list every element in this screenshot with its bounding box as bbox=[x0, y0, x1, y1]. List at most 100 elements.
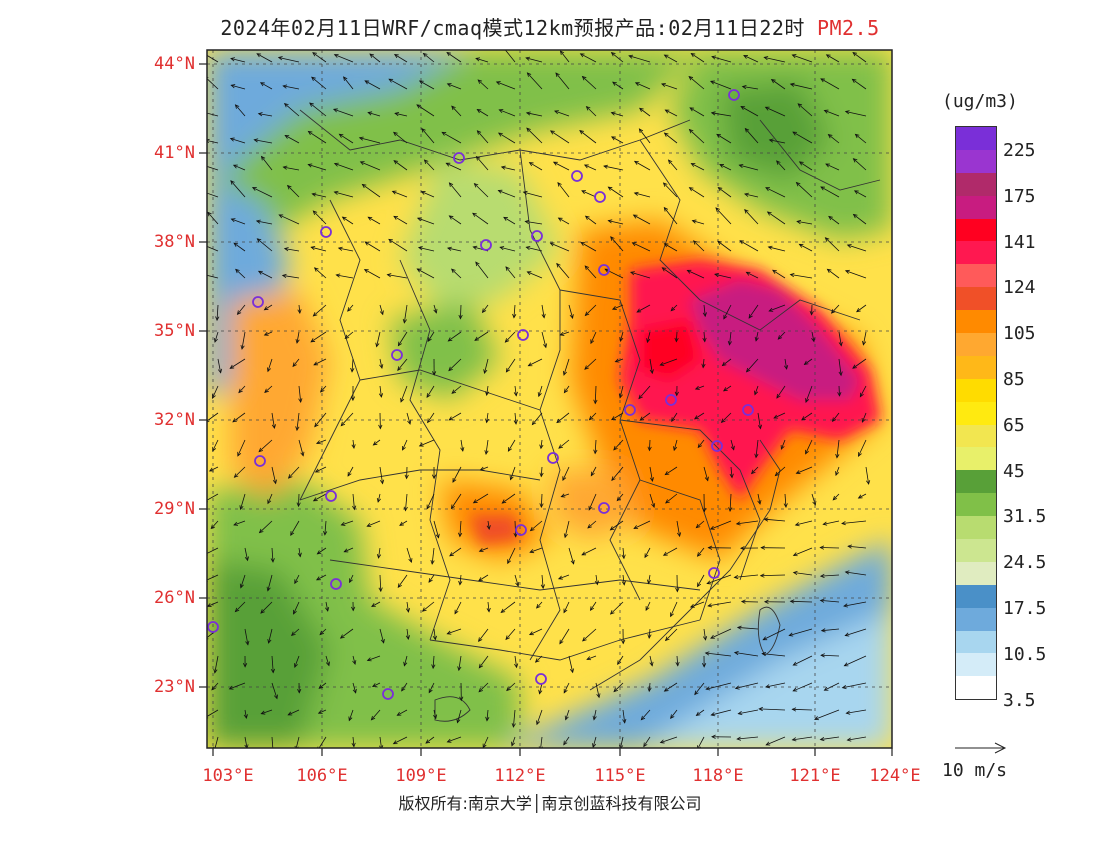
wind-arrow bbox=[610, 520, 624, 531]
wind-arrow bbox=[765, 682, 786, 688]
wind-arrow bbox=[590, 601, 597, 611]
wind-arrow bbox=[449, 215, 462, 225]
wind-arrow-head bbox=[526, 127, 531, 133]
wind-arrow-head bbox=[845, 710, 851, 715]
wind-arrow bbox=[475, 261, 489, 279]
wind-arrow-head bbox=[538, 689, 543, 695]
wind-arrow bbox=[417, 217, 435, 225]
wind-arrow-head bbox=[706, 580, 712, 585]
wind-arrow-head bbox=[313, 361, 319, 366]
wind-arrow bbox=[214, 655, 219, 673]
wind-arrow bbox=[500, 601, 516, 613]
wind-arrow bbox=[486, 385, 489, 396]
wind-arrow-head bbox=[500, 608, 506, 613]
wind-arrow bbox=[594, 439, 597, 454]
wind-arrow bbox=[513, 304, 516, 318]
wind-arrow-head bbox=[270, 558, 275, 563]
wind-arrow bbox=[636, 304, 651, 313]
wind-arrow bbox=[590, 331, 597, 344]
wind-arrow-head bbox=[340, 521, 346, 526]
wind-arrow bbox=[210, 520, 219, 529]
wind-arrow-head bbox=[513, 420, 518, 425]
colorbar-swatch bbox=[956, 378, 996, 402]
wind-arrow-head bbox=[835, 453, 840, 459]
wind-arrow-head bbox=[563, 388, 569, 394]
lon-label: 124°E bbox=[869, 766, 921, 786]
wind-arrow bbox=[632, 242, 651, 252]
wind-arrow bbox=[237, 439, 246, 457]
wind-arrow bbox=[334, 163, 354, 171]
wind-arrow-head bbox=[846, 737, 852, 742]
wind-arrow bbox=[852, 78, 867, 90]
wind-arrow bbox=[478, 655, 489, 668]
wind-arrow-head bbox=[754, 390, 759, 396]
colorbar-label: 17.5 bbox=[1003, 598, 1047, 619]
wind-arrow bbox=[776, 160, 786, 171]
wind-arrow-head bbox=[759, 573, 765, 578]
wind-arrow-head bbox=[430, 560, 435, 565]
wind-arrow-head bbox=[702, 635, 708, 641]
wind-arrow bbox=[230, 180, 246, 198]
city-marker bbox=[728, 89, 740, 101]
wind-arrow bbox=[622, 547, 625, 559]
colorbar-label: 175 bbox=[1003, 185, 1036, 207]
wind-arrow bbox=[454, 601, 462, 614]
wind-arrow bbox=[730, 466, 733, 478]
wind-arrow bbox=[472, 212, 489, 225]
wind-arrow bbox=[697, 736, 705, 748]
wind-arrow-head bbox=[361, 183, 367, 189]
wind-arrow-head bbox=[801, 416, 806, 421]
wind-arrow-head bbox=[691, 219, 697, 224]
wind-arrow-head bbox=[277, 56, 283, 61]
wind-arrow-head bbox=[266, 367, 271, 373]
wind-arrow bbox=[501, 166, 516, 171]
wind-arrow-head bbox=[640, 715, 646, 721]
wind-arrow bbox=[708, 601, 732, 607]
wind-arrow bbox=[692, 220, 705, 225]
wind-arrow-head bbox=[629, 271, 635, 276]
wind-arrow-head bbox=[433, 714, 438, 720]
wind-arrow-head bbox=[847, 544, 853, 549]
wind-arrow-head bbox=[380, 638, 385, 644]
wind-arrow bbox=[260, 82, 273, 90]
wind-arrow bbox=[480, 466, 489, 471]
wind-arrow bbox=[664, 54, 678, 63]
wind-arrow bbox=[268, 628, 273, 644]
wind-arrow bbox=[523, 191, 543, 198]
wind-legend-label: 10 m/s bbox=[942, 760, 1008, 781]
wind-arrow bbox=[633, 214, 651, 225]
wind-arrow-head bbox=[405, 635, 410, 641]
wind-arrow bbox=[447, 247, 462, 252]
wind-arrow-head bbox=[694, 690, 699, 696]
wind-arrow bbox=[395, 112, 408, 117]
wind-arrow-head bbox=[795, 181, 801, 187]
wind-arrow-head bbox=[557, 217, 563, 222]
wind-arrow-head bbox=[343, 548, 349, 553]
wind-arrow-head bbox=[472, 245, 478, 250]
wind-arrow bbox=[676, 655, 679, 666]
wind-arrow bbox=[585, 215, 597, 225]
wind-arrow-head bbox=[393, 54, 399, 59]
wind-arrow-head bbox=[690, 163, 696, 167]
wind-arrow-head bbox=[400, 397, 405, 403]
wind-arrow bbox=[615, 358, 624, 363]
wind-arrow bbox=[831, 304, 840, 314]
wind-arrow-head bbox=[714, 272, 719, 278]
colorbar-label: 141 bbox=[1003, 231, 1036, 253]
wind-arrow bbox=[702, 358, 705, 368]
wind-arrow bbox=[290, 520, 300, 536]
wind-arrow-head bbox=[273, 694, 278, 700]
wind-arrow-head bbox=[827, 133, 833, 139]
wind-arrow-head bbox=[540, 584, 545, 590]
wind-arrow bbox=[311, 246, 327, 252]
colorbar-label: 105 bbox=[1003, 323, 1036, 345]
wind-arrow bbox=[858, 493, 867, 499]
wind-arrow-head bbox=[325, 606, 330, 612]
wind-arrow bbox=[359, 137, 381, 144]
wind-arrow-head bbox=[428, 688, 433, 694]
wind-arrow bbox=[617, 655, 624, 665]
wind-arrow-head bbox=[217, 368, 223, 374]
wind-arrow bbox=[298, 493, 300, 507]
wind-arrow-head bbox=[344, 334, 350, 340]
wind-arrow-head bbox=[505, 635, 510, 641]
